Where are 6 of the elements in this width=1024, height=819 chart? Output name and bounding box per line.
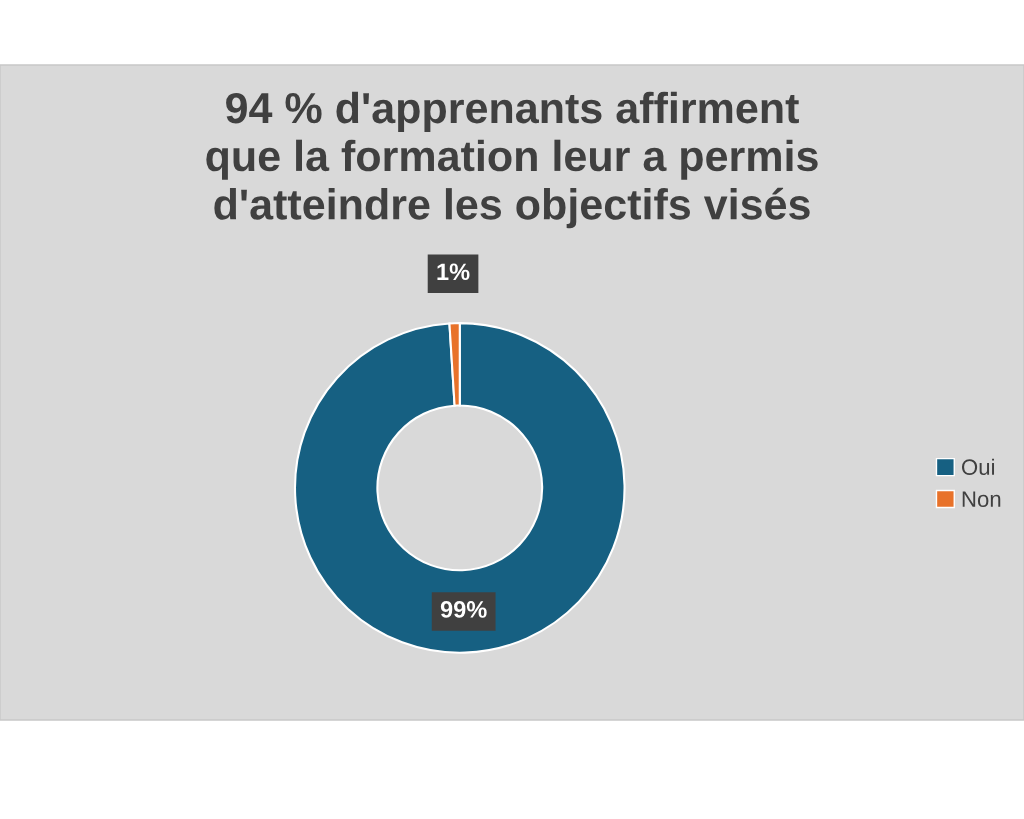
data-label: 99% [440,601,487,618]
legend-label: Oui [961,458,995,476]
chart-title: 94 % d'apprenants affirment que la formation leur a permis d'atteindre les objectifs visés [206,91,818,229]
legend-label: Non [962,491,1001,507]
data-label: 1% [437,263,470,281]
donut-slice [293,322,626,654]
